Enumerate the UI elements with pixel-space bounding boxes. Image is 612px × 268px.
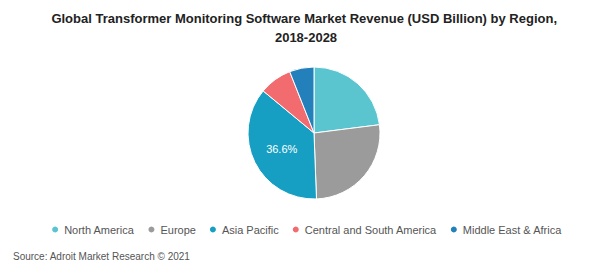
svg-text:North America: North America bbox=[64, 224, 135, 236]
svg-text:Central and South America: Central and South America bbox=[305, 224, 437, 236]
svg-text:Asia Pacific: Asia Pacific bbox=[222, 224, 279, 236]
svg-text:Global Transformer Monitoring: Global Transformer Monitoring Software M… bbox=[51, 11, 560, 26]
svg-text:Source: Adroit Market Research: Source: Adroit Market Research © 2021 bbox=[13, 251, 190, 262]
svg-text:2018-2028: 2018-2028 bbox=[275, 30, 337, 45]
svg-text:Middle East & Africa: Middle East & Africa bbox=[463, 224, 562, 236]
svg-text:Europe: Europe bbox=[160, 224, 195, 236]
svg-text:36.6%: 36.6% bbox=[266, 143, 297, 155]
